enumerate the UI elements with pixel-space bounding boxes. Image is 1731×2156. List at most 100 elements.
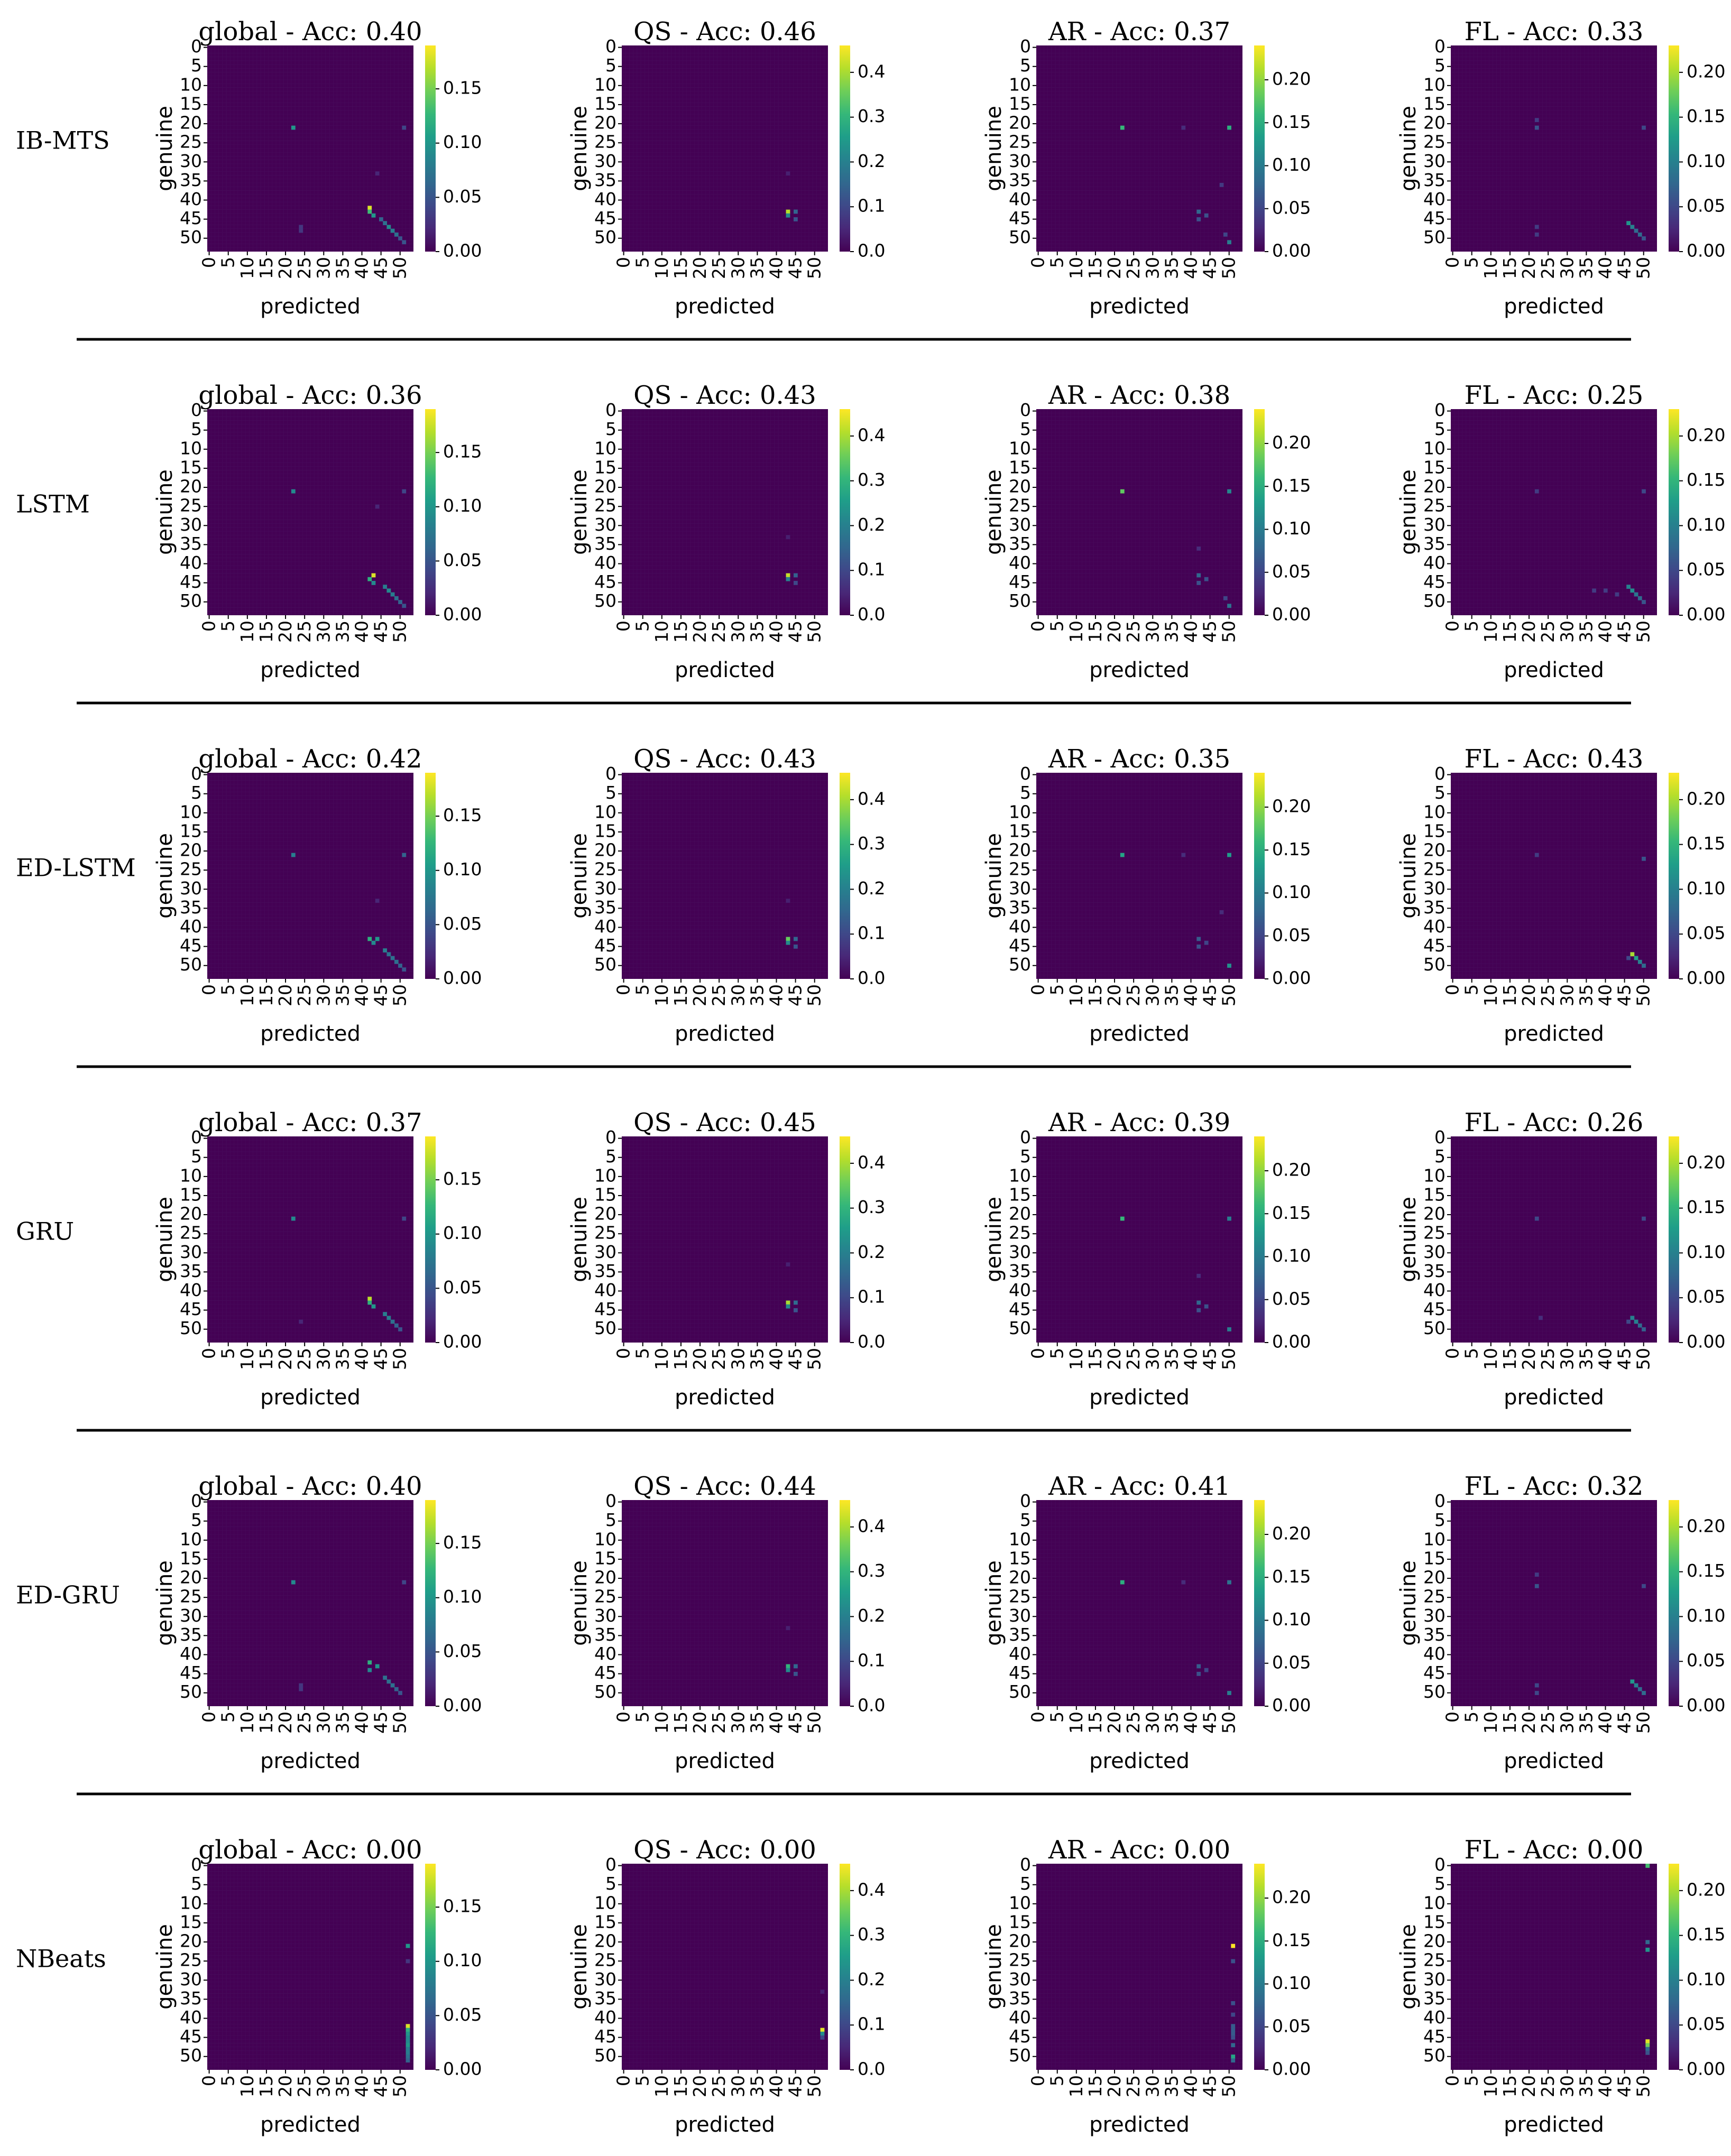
colorbar xyxy=(840,773,850,979)
heatmap-cell: genuine 36, predicted 42: 0.03 xyxy=(1196,547,1201,551)
colorbar-tick-label: 0.05 xyxy=(1687,1287,1725,1307)
y-tick-label: 35 xyxy=(1423,1261,1445,1281)
x-tick-label: 15 xyxy=(256,984,277,1006)
y-tick-label: 15 xyxy=(1423,1548,1445,1568)
y-tick-label: 25 xyxy=(594,1586,616,1607)
heatmap-cell: genuine 21, predicted 50: 0.11 xyxy=(1227,489,1231,494)
colorbar xyxy=(1254,1500,1265,1706)
x-tick-label: 0 xyxy=(199,1711,219,1723)
colorbar-tick-label: 0.10 xyxy=(1687,878,1725,899)
y-tick-label: 5 xyxy=(605,1510,616,1530)
x-tick-label: 35 xyxy=(1161,621,1182,643)
y-tick-label: 15 xyxy=(1423,457,1445,477)
heatmap-cell: genuine 33, predicted 43: 0.04 xyxy=(786,1626,790,1631)
heatmap-cell: genuine 50, predicted 50: 0.1 xyxy=(1227,1327,1231,1331)
colorbar xyxy=(840,409,850,615)
y-tick-label: 35 xyxy=(1423,533,1445,554)
heatmap-cell: genuine 21, predicted 22: 0.15 xyxy=(1120,1580,1125,1585)
y-tick-label: 30 xyxy=(1009,1605,1031,1626)
heatmap-cell: genuine 43, predicted 42: 0.08 xyxy=(1196,573,1201,578)
y-axis-label: genuine xyxy=(567,1560,592,1646)
y-tick-label: 5 xyxy=(1020,1510,1031,1530)
y-tick-label: 25 xyxy=(1423,1950,1445,1970)
y-tick-label: 40 xyxy=(1009,552,1031,573)
heatmap-cell: genuine 44, predicted 44: 0.06 xyxy=(1204,1304,1209,1309)
colorbar-tick-label: 0.15 xyxy=(1272,475,1311,496)
x-tick-label: 50 xyxy=(804,621,825,643)
colorbar-tick-label: 0.15 xyxy=(1687,1924,1725,1945)
panel-title: QS - Acc: 0.43 xyxy=(633,744,816,774)
heatmap-grid xyxy=(1451,45,1657,252)
y-tick-label: 30 xyxy=(594,151,616,171)
y-tick-label: 15 xyxy=(1009,820,1031,841)
x-axis-label: predicted xyxy=(675,1022,775,1046)
heatmap-cell: genuine 21, predicted 22: 0.09 xyxy=(291,1580,296,1585)
x-tick-label: 5 xyxy=(1461,621,1482,632)
x-tick-label: 25 xyxy=(1537,984,1558,1006)
y-tick-label: 10 xyxy=(1009,1892,1031,1913)
heatmap-grid xyxy=(207,1500,413,1706)
heatmap-cell: genuine 21, predicted 50: 0.05 xyxy=(1642,125,1646,130)
x-tick-label: 50 xyxy=(390,2075,410,2097)
y-tick-label: 30 xyxy=(1009,878,1031,899)
colorbar-tick-label: 0.05 xyxy=(443,2004,482,2025)
panel-title: FL - Acc: 0.00 xyxy=(1465,1835,1644,1865)
colorbar-tick-label: 0.20 xyxy=(1272,69,1311,89)
x-tick-label: 40 xyxy=(1595,621,1616,643)
heatmap-cell: genuine 49, predicted 49: 0.05 xyxy=(1223,596,1228,600)
y-tick-label: 25 xyxy=(1009,859,1031,880)
heatmap-cell: genuine 45, predicted 43: 0.09 xyxy=(371,581,376,585)
y-tick-label: 45 xyxy=(594,2026,616,2047)
heatmap-cell: genuine 21, predicted 52: 0.1 xyxy=(406,1944,410,1948)
x-tick-label: 25 xyxy=(1537,1711,1558,1734)
x-tick-label: 35 xyxy=(1576,2075,1596,2097)
heatmap-cell: genuine 46, predicted 46: 0.07 xyxy=(383,1676,388,1680)
x-tick-label: 20 xyxy=(1104,984,1125,1006)
x-tick-label: 35 xyxy=(747,1348,767,1370)
y-axis-label: genuine xyxy=(982,106,1006,191)
x-tick-label: 15 xyxy=(670,621,691,643)
x-tick-label: 25 xyxy=(708,257,729,279)
colorbar-tick-label: 0.0 xyxy=(858,1695,885,1716)
y-tick-label: 45 xyxy=(1423,1662,1445,1683)
x-axis-label: predicted xyxy=(260,658,361,682)
y-axis-label: genuine xyxy=(567,1197,592,1282)
y-tick-label: 35 xyxy=(594,897,616,918)
x-tick-label: 45 xyxy=(1200,1348,1220,1370)
y-tick-label: 0 xyxy=(191,36,202,57)
heatmap-panel: global - Acc: 0.00 genuine 21, predicted … xyxy=(153,1835,482,2137)
colorbar-tick-label: 0.05 xyxy=(1272,924,1311,945)
y-tick-label: 35 xyxy=(594,1261,616,1281)
colorbar-tick-label: 0.15 xyxy=(443,1896,482,1917)
x-tick-label: 35 xyxy=(747,2075,767,2097)
colorbar-tick-label: 0.15 xyxy=(443,1532,482,1553)
x-tick-label: 45 xyxy=(1200,2075,1220,2097)
colorbar-tick-label: 0.10 xyxy=(443,495,482,516)
heatmap-panel: AR - Acc: 0.38 genuine 21, predicted 22: … xyxy=(982,381,1311,682)
colorbar-tick-label: 0.05 xyxy=(443,186,482,207)
y-tick-label: 10 xyxy=(1423,438,1445,458)
x-tick-label: 25 xyxy=(1537,1348,1558,1370)
y-axis-label: genuine xyxy=(153,833,177,919)
x-tick-label: 35 xyxy=(1161,1348,1182,1370)
heatmap-cell: genuine 47, predicted 51: 0.08 xyxy=(1231,2043,1236,2048)
colorbar-tick-label: 0.05 xyxy=(1687,1650,1725,1671)
colorbar-tick-label: 0.05 xyxy=(443,550,482,570)
heatmap-grid xyxy=(622,1136,828,1343)
x-tick-label: 30 xyxy=(1142,257,1163,279)
panel-title: QS - Acc: 0.43 xyxy=(633,381,816,410)
panel-title: global - Acc: 0.37 xyxy=(198,1108,422,1137)
y-tick-label: 20 xyxy=(594,113,616,133)
y-tick-label: 0 xyxy=(1434,1854,1445,1875)
heatmap-cell: genuine 44, predicted 44: 0.05 xyxy=(1204,1668,1209,1672)
y-tick-label: 30 xyxy=(594,1242,616,1262)
heatmap-cell: genuine 43, predicted 45: 0.16 xyxy=(794,1300,798,1305)
heatmap-cell: genuine 46, predicted 46: 0.08 xyxy=(383,948,388,953)
y-tick-label: 40 xyxy=(1423,1280,1445,1300)
heatmap-cell: genuine 44, predicted 43: 0.22 xyxy=(786,940,790,945)
x-tick-label: 20 xyxy=(275,1348,296,1370)
y-tick-label: 50 xyxy=(180,227,202,247)
x-tick-label: 45 xyxy=(1614,257,1635,279)
y-tick-label: 25 xyxy=(180,1586,202,1607)
colorbar-tick-label: 0.00 xyxy=(443,968,482,988)
